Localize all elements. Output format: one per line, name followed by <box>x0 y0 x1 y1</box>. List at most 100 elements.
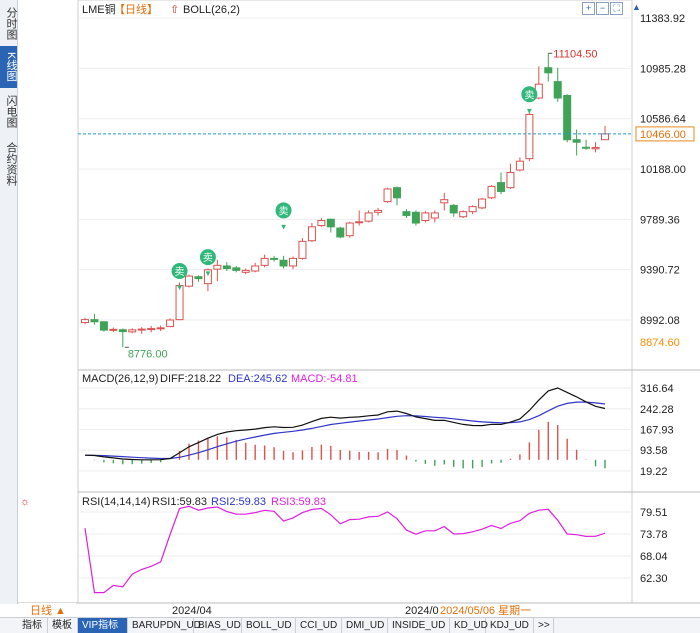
indicator-tab[interactable]: DMI_UD <box>342 618 388 633</box>
candle-body <box>345 222 354 237</box>
low-annotation: 8776.00 <box>128 348 168 360</box>
candle-body <box>449 204 458 214</box>
candle-body <box>222 265 231 269</box>
candle-body <box>515 160 524 171</box>
candle-body <box>591 147 600 150</box>
candle-body <box>289 257 297 267</box>
indicator-tab-bar: 指标 模板 VIP指标 BARUPDN_UD BIAS_UD BOLL_UD CCI_UD D… <box>0 617 700 633</box>
current-price-tag-box <box>635 126 695 142</box>
indicator-tab[interactable]: VIP指标 <box>78 618 128 633</box>
side-tab-contract-info[interactable]: 合约资料 <box>5 142 17 186</box>
rsi-y-tick: 73.78 <box>640 529 668 541</box>
high-annotation: 11104.50 <box>553 48 597 60</box>
candle-body <box>506 172 515 189</box>
rsi1-label: RSI1:59.83 <box>152 496 207 508</box>
side-tab-timeshare[interactable]: 分时图 <box>5 6 17 40</box>
side-tab-flash[interactable]: 闪电图 <box>5 94 17 128</box>
indicator-tab[interactable]: INSIDE_UD <box>388 618 450 633</box>
macd-title: MACD(26,12,9) <box>82 373 158 385</box>
macd-y-tick: 93.58 <box>640 445 668 457</box>
macd-y-tick: 167.93 <box>640 425 674 437</box>
rsi2-label: RSI2:59.83 <box>211 496 266 508</box>
sell-marker-arrow: ▼ <box>204 269 212 278</box>
candle-body <box>317 220 326 227</box>
indicator-tab[interactable]: KDJ_UD <box>486 618 534 633</box>
candle-body <box>203 269 212 285</box>
candle-body <box>336 227 345 238</box>
indicator-label[interactable]: BOLL(26,2) <box>183 4 240 16</box>
sell-marker-arrow: ▼ <box>280 222 288 231</box>
candle-body <box>430 212 439 219</box>
candle-body <box>185 275 193 287</box>
candle-body <box>194 276 203 280</box>
sell-marker-label: 卖 <box>279 205 289 217</box>
rsi-settings-icon[interactable]: ☼ <box>20 496 30 508</box>
indicator-tab[interactable]: 模板 <box>48 618 78 633</box>
price-y-tick: 9789.36 <box>640 214 680 226</box>
instrument-label: LME铜 <box>82 2 116 16</box>
current-price-tag: 10466.00 <box>640 129 686 141</box>
rsi-title: RSI(14,14,14) <box>82 496 150 508</box>
candle-body <box>137 328 146 331</box>
sell-marker-arrow: ▼ <box>525 106 533 115</box>
price-y-tick: 10985.28 <box>640 63 686 75</box>
rsi-y-tick: 68.04 <box>640 551 668 563</box>
candle-body <box>213 264 222 270</box>
x-tick-label: 2024/04 <box>172 605 212 617</box>
indicator-arrow-icon[interactable]: ⇧ <box>170 4 179 16</box>
macd-y-tick: 19.22 <box>640 466 668 478</box>
candle-body <box>421 212 430 222</box>
sell-marker-badge <box>275 202 292 219</box>
candle-body <box>383 188 392 203</box>
candle-body <box>279 259 288 267</box>
candle-body <box>497 182 505 192</box>
sell-marker-label: 卖 <box>524 89 534 101</box>
candle-body <box>563 95 572 141</box>
rsi-line <box>84 505 606 594</box>
fullscreen-icon[interactable]: ⛶ <box>610 2 623 15</box>
indicator-tab[interactable]: >> <box>534 618 554 633</box>
macd-diff-line <box>84 387 606 461</box>
candle-body <box>459 211 468 218</box>
rsi-y-tick: 79.51 <box>640 507 668 519</box>
price-y-tick: 8992.08 <box>640 315 680 327</box>
sell-marker-label: 卖 <box>175 266 185 278</box>
candle-body <box>326 218 335 228</box>
price-y-tick: 10188.00 <box>640 164 686 176</box>
x-tick-label: 2024/0 <box>405 605 439 617</box>
indicator-tab[interactable]: BOLL_UD <box>242 618 296 633</box>
sell-marker-badge <box>199 249 216 266</box>
scroll-up-icon[interactable]: ▲ <box>632 2 641 12</box>
candle-body <box>411 211 420 224</box>
candle-body <box>166 319 175 328</box>
candle-body <box>355 221 364 224</box>
candle-body <box>544 67 553 74</box>
candle-body <box>487 185 496 199</box>
candle-body <box>270 257 279 260</box>
zoom-out-icon[interactable]: − <box>596 2 609 15</box>
x-highlight-label: 2024/05/06 星期一 <box>440 604 531 617</box>
candle-body <box>440 199 449 204</box>
indicator-tab[interactable]: BIAS_UD <box>194 618 242 633</box>
zoom-in-icon[interactable]: + <box>582 2 595 15</box>
period-button[interactable]: 日线 ▲ <box>30 603 66 617</box>
candle-body <box>175 285 184 321</box>
indicator-tab[interactable]: BARUPDN_UD <box>128 618 201 633</box>
rsi3-label: RSI3:59.83 <box>271 496 326 508</box>
chart-canvas[interactable]: 11383.92 10985.28 10586.64 10188.00 9789.36 9… <box>0 0 700 617</box>
side-tab-kline[interactable]: K线图 <box>0 46 17 88</box>
candle-body <box>251 265 260 272</box>
candle-body <box>260 257 269 266</box>
candle-body <box>128 329 137 333</box>
indicator-tab[interactable]: KD_UD <box>450 618 488 633</box>
candle-body <box>147 328 156 331</box>
candle-body <box>364 212 373 222</box>
indicator-tab[interactable]: CCI_UD <box>296 618 342 633</box>
period-label[interactable]: 【日线】 <box>114 2 158 16</box>
indicator-tab[interactable]: 指标 <box>18 618 48 633</box>
candle-body <box>374 209 383 213</box>
macd-diff-label: DIFF:218.22 <box>160 373 221 385</box>
candle-body <box>402 211 411 216</box>
candle-body <box>109 328 118 331</box>
sell-marker-badge <box>171 263 188 280</box>
